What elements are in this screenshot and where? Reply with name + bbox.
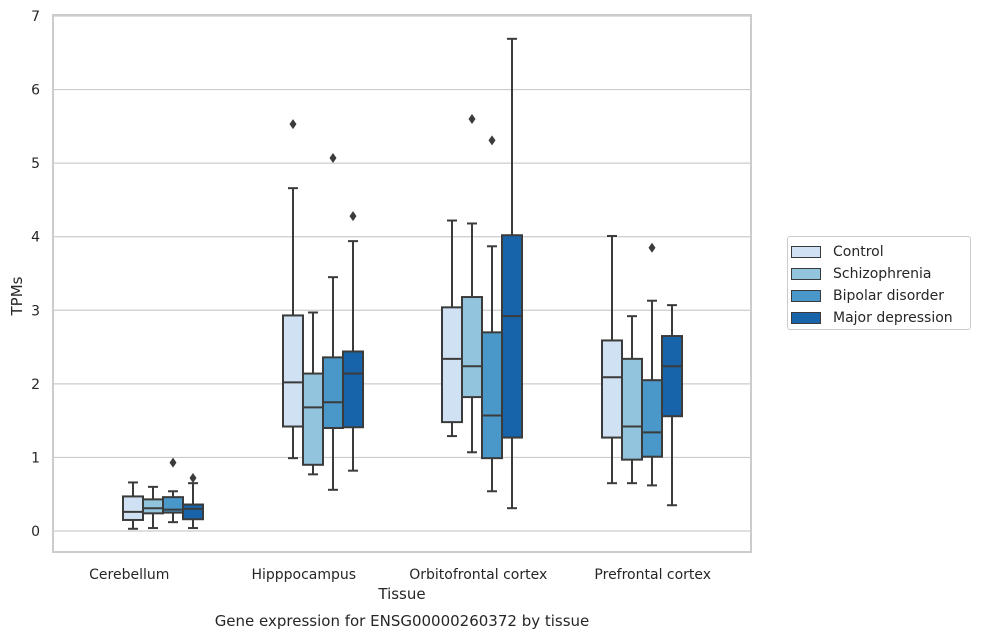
outlier-point: [648, 242, 656, 253]
y-tick-labels: 0 1 2 3 4 5 6 7: [31, 9, 40, 540]
box-3-3: [661, 304, 683, 507]
y-tick-label: 7: [31, 9, 40, 25]
legend-swatch-bipolar: [791, 290, 821, 302]
legend-swatch-control: [791, 246, 821, 258]
x-tick-label: Hipppocampus: [251, 567, 356, 583]
box-body: [142, 498, 164, 515]
outlier-point: [468, 114, 476, 124]
legend-label-control: Control: [833, 244, 884, 260]
box-body: [182, 503, 204, 521]
y-tick-label: 2: [31, 377, 40, 393]
legend: Control Schizophrenia Bipolar disorder M…: [787, 236, 971, 330]
legend-label-major-depression: Major depression: [833, 310, 953, 326]
y-axis-label: TPMs: [8, 276, 26, 316]
x-tick-label: Cerebellum: [89, 567, 169, 583]
x-axis-label: Tissue: [378, 585, 426, 603]
legend-item-bipolar: Bipolar disorder: [788, 285, 970, 307]
box-2-0: [441, 219, 463, 438]
box-body: [461, 296, 483, 399]
box-1-2: [322, 152, 344, 491]
legend-label-schizophrenia: Schizophrenia: [833, 266, 932, 282]
outlier-point: [488, 135, 496, 146]
box-0-0: [122, 481, 144, 530]
legend-swatch-major-depression: [791, 312, 821, 324]
box-body: [601, 339, 623, 439]
legend-item-major-depression: Major depression: [788, 307, 970, 329]
box-2-2: [481, 135, 503, 493]
box-body: [322, 356, 344, 429]
box-body: [641, 379, 663, 458]
legend-label-bipolar: Bipolar disorder: [833, 288, 945, 304]
legend-item-control: Control: [788, 241, 970, 263]
y-tick-label: 5: [31, 156, 40, 172]
box-body: [661, 335, 683, 418]
x-tick-labels: Cerebellum Hipppocampus Orbitofrontal cort…: [89, 567, 711, 583]
box-body: [302, 372, 324, 466]
box-3-0: [601, 234, 623, 485]
box-body: [501, 234, 523, 439]
box-0-1: [142, 485, 164, 530]
y-tick-label: 0: [31, 524, 40, 540]
box-1-0: [282, 119, 304, 460]
outlier-point: [189, 473, 197, 484]
outlier-point: [329, 152, 337, 163]
box-body: [282, 314, 304, 428]
box-1-3: [342, 211, 364, 472]
grid-lines: [53, 15, 751, 532]
box-body: [342, 350, 364, 429]
box-3-2: [641, 242, 663, 487]
box-2-3: [501, 37, 523, 510]
box-body: [441, 306, 463, 424]
box-2-1: [461, 114, 483, 454]
outlier-point: [289, 119, 297, 130]
box-body: [122, 495, 144, 521]
y-tick-label: 3: [31, 303, 40, 319]
box-body: [481, 331, 503, 460]
x-tick-label: Orbitofrontal cortex: [409, 567, 547, 583]
y-tick-label: 6: [31, 83, 40, 99]
box-1-1: [302, 311, 324, 476]
box-3-1: [621, 315, 643, 485]
legend-swatch-schizophrenia: [791, 268, 821, 280]
y-tick-label: 1: [31, 450, 40, 466]
box-body: [621, 357, 643, 461]
y-tick-label: 4: [31, 230, 40, 246]
x-tick-label: Prefrontal cortex: [594, 567, 711, 583]
boxes: [122, 37, 683, 530]
chart-caption: Gene expression for ENSG00000260372 by t…: [214, 612, 590, 630]
outlier-point: [349, 211, 357, 222]
legend-item-schizophrenia: Schizophrenia: [788, 263, 970, 285]
plot-frame: [52, 14, 752, 553]
box-0-2: [162, 457, 184, 524]
box-0-3: [182, 473, 204, 530]
outlier-point: [169, 457, 177, 468]
